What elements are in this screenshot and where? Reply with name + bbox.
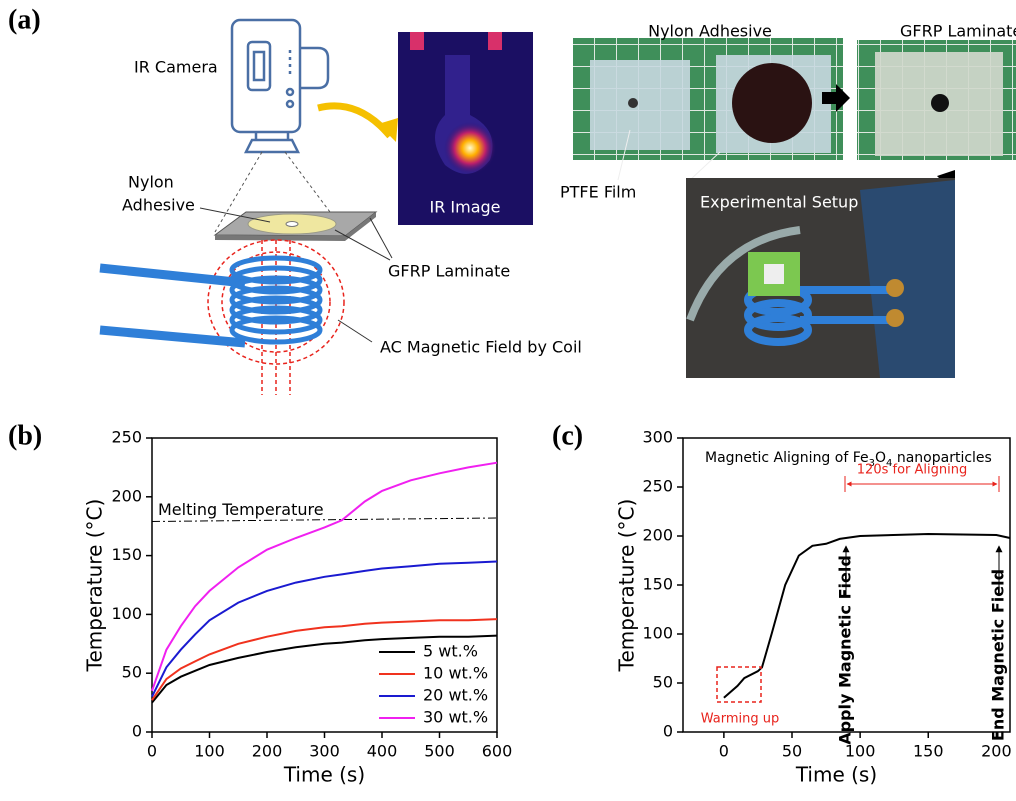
y-tick-label: 100 [111,604,142,623]
annotation: Apply Magnetic Field [836,555,855,745]
reference-label: Melting Temperature [158,500,324,519]
y-axis-label: Temperature (°C) [615,499,639,673]
legend-label: 10 wt.% [423,664,488,683]
y-tick-label: 100 [642,624,673,643]
x-tick-label: 500 [424,742,455,761]
label: IR Camera [134,58,218,77]
y-tick-label: 250 [642,477,673,496]
y-tick-label: 250 [111,428,142,447]
legend-label: 5 wt.% [423,642,478,661]
label: Adhesive [122,196,195,215]
x-tick-label: 50 [782,742,802,761]
legend-label: 20 wt.% [423,686,488,705]
x-tick-label: 600 [482,742,513,761]
hole [628,98,638,108]
y-tick-label: 0 [663,722,673,741]
hole [286,222,298,227]
arrow [318,106,390,136]
chart-title-part: Magnetic Aligning of Fe [705,450,869,466]
panel-label: (b) [8,420,42,451]
panel-label: (a) [8,4,41,35]
label: Nylon Adhesive [648,22,772,41]
adhesive-disc [732,63,812,143]
label: GFRP Laminate [900,22,1016,41]
y-tick-label: 150 [111,545,142,564]
legend-label: 30 wt.% [423,708,488,727]
y-tick-label: 150 [642,575,673,594]
ir-hot [488,32,502,50]
y-tick-label: 50 [122,663,142,682]
ptfe [590,60,690,150]
figure: (a) IR Camera IR Image Nylon Adhesive GF… [0,0,1016,801]
label: PTFE Film [560,183,636,202]
y-tick-label: 0 [132,722,142,741]
camera-icon [232,20,328,152]
label: Experimental Setup [700,193,858,212]
x-axis-label: Time (s) [795,763,877,787]
label: AC Magnetic Field by Coil [380,338,582,357]
y-tick-label: 200 [642,526,673,545]
y-tick-label: 200 [111,486,142,505]
x-tick-label: 0 [719,742,729,761]
x-tick-label: 200 [981,742,1012,761]
x-tick-label: 0 [147,742,157,761]
annotation: Warming up [701,712,780,727]
coil [100,258,320,343]
y-tick-label: 300 [642,428,673,447]
annotation: End Magnetic Field [989,569,1008,741]
ir-hot [410,32,424,50]
label: IR Image [429,198,500,217]
fitting [886,309,904,327]
label: Nylon [128,173,174,192]
y-tick-label: 50 [653,673,673,692]
x-tick-label: 200 [252,742,283,761]
x-tick-label: 150 [913,742,944,761]
label: GFRP Laminate [388,262,510,281]
panel-a: (a) IR Camera IR Image Nylon Adhesive GF… [8,4,1016,395]
annotation: 120s for Aligning [857,463,967,478]
x-axis-label: Time (s) [283,763,365,787]
x-tick-label: 400 [367,742,398,761]
line [724,534,1010,698]
leader [338,320,372,342]
hole [931,94,949,112]
sample [764,264,784,284]
panel-label: (c) [552,420,583,451]
fitting [886,279,904,297]
ir-glow [444,122,496,174]
y-axis-label: Temperature (°C) [83,499,107,673]
x-tick-label: 300 [309,742,340,761]
x-tick-label: 100 [194,742,225,761]
